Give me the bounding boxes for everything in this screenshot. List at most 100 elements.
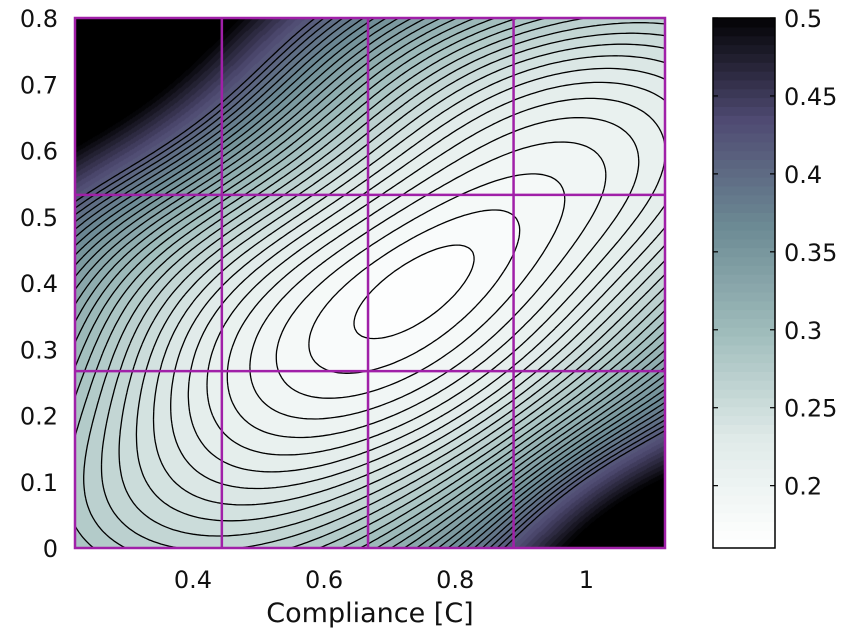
colorbar-step-7	[713, 486, 775, 496]
contour-line-12	[100, 22, 665, 548]
x-tick-label-3: 0.8	[436, 566, 474, 594]
colorbar-step-20	[713, 371, 775, 381]
contour-line-6	[206, 97, 665, 456]
x-tick-label-2: 0.6	[305, 566, 343, 594]
colorbar-step-34	[713, 247, 775, 258]
colorbar-step-33	[713, 256, 775, 266]
colorbar-step-26	[713, 318, 775, 328]
colorbar-step-16	[713, 406, 775, 417]
colorbar-step-37	[713, 221, 775, 231]
y-tick-label-9: 0.8	[20, 5, 58, 33]
y-tick-label-8: 0.7	[20, 71, 58, 99]
colorbar-step-3	[713, 521, 775, 531]
colorbar-step-51	[713, 97, 775, 107]
contour-line-1	[353, 244, 475, 340]
colorbar-step-19	[713, 380, 775, 390]
colorbar-step-9	[713, 468, 775, 478]
colorbar-tick-label-5: 0.4	[784, 161, 822, 189]
colorbar-tick-label-3: 0.3	[784, 317, 822, 345]
colorbar-step-55	[713, 62, 775, 72]
y-tick-label-2: 0.1	[20, 469, 58, 497]
colorbar-step-58	[713, 35, 775, 46]
colorbar-step-10	[713, 459, 775, 470]
colorbar-step-22	[713, 353, 775, 364]
colorbar-step-52	[713, 88, 775, 99]
y-tick-label-5: 0.4	[20, 270, 58, 298]
colorbar-step-56	[713, 53, 775, 63]
colorbar-step-53	[713, 79, 775, 90]
contour-line-24	[75, 18, 665, 548]
colorbar-step-42	[713, 177, 775, 187]
colorbar-step-38	[713, 212, 775, 222]
colorbar-step-24	[713, 336, 775, 346]
colorbar-step-25	[713, 327, 775, 337]
colorbar-step-14	[713, 424, 775, 434]
x-tick-label-4: 1	[579, 566, 594, 594]
contour-line-14	[75, 18, 665, 548]
colorbar: 0.2 0.25 0.3 0.35 0.4 0.45 0.5	[712, 5, 837, 549]
colorbar-step-48	[713, 124, 775, 134]
colorbar-step-17	[713, 397, 775, 408]
colorbar-tick-label-2: 0.25	[784, 395, 837, 423]
colorbar-step-27	[713, 309, 775, 319]
x-axis-title: Compliance [C]	[266, 598, 473, 629]
colorbar-step-12	[713, 442, 775, 452]
colorbar-step-13	[713, 433, 775, 443]
colorbar-step-54	[713, 71, 775, 81]
contour-line-10	[135, 43, 665, 522]
colorbar-tick-label-1: 0.2	[784, 473, 822, 501]
contour-line-8	[170, 67, 665, 490]
colorbar-step-23	[713, 344, 775, 355]
contour-line-29	[75, 18, 665, 548]
colorbar-step-45	[713, 150, 775, 160]
colorbar-step-47	[713, 132, 775, 143]
y-tick-label-3: 0.2	[20, 403, 58, 431]
plot-area	[75, 18, 665, 548]
contour-line-30	[75, 18, 665, 548]
colorbar-step-28	[713, 300, 775, 311]
axes: 0.4 0.6 0.8 1 0 0.1 0.2 0.3 0.4 0.5 0.6 0.7 0.8	[20, 5, 594, 594]
colorbar-step-29	[713, 291, 775, 302]
colorbar-step-8	[713, 477, 775, 487]
colorbar-step-18	[713, 389, 775, 399]
colorbar-step-40	[713, 194, 775, 205]
colorbar-step-11	[713, 450, 775, 461]
colorbar-step-60	[713, 18, 775, 28]
y-tick-label-7: 0.6	[20, 138, 58, 166]
colorbar-tick-label-6: 0.45	[784, 83, 837, 111]
colorbar-step-49	[713, 115, 775, 125]
colorbar-tick-label-7: 0.5	[784, 5, 822, 33]
contour-line-5	[226, 116, 640, 439]
colorbar-step-2	[713, 530, 775, 540]
colorbar-step-4	[713, 512, 775, 523]
colorbar-step-5	[713, 503, 775, 514]
contour-fill	[75, 18, 665, 548]
colorbar-step-35	[713, 238, 775, 249]
grid-border	[73, 16, 667, 550]
y-tick-label-1: 0	[43, 535, 58, 563]
contour-line-9	[152, 55, 665, 506]
colorbar-step-41	[713, 185, 775, 196]
x-tick-label-1: 0.4	[174, 566, 212, 594]
colorbar-step-46	[713, 141, 775, 152]
colorbar-step-31	[713, 274, 775, 284]
colorbar-step-30	[713, 283, 775, 293]
colorbar-step-44	[713, 159, 775, 169]
colorbar-step-39	[713, 203, 775, 213]
colorbar-step-50	[713, 106, 775, 116]
colorbar-border	[712, 17, 776, 549]
y-tick-label-6: 0.5	[20, 204, 58, 232]
colorbar-step-15	[713, 415, 775, 425]
colorbar-step-21	[713, 362, 775, 372]
colorbar-step-1	[713, 539, 775, 549]
colorbar-step-32	[713, 265, 775, 275]
colorbar-step-36	[713, 230, 775, 240]
colorbar-step-59	[713, 26, 775, 37]
grid-lines	[73, 16, 667, 550]
colorbar-step-6	[713, 495, 775, 505]
colorbar-step-57	[713, 44, 775, 54]
contour-line-3	[275, 173, 566, 399]
colorbar-step-43	[713, 168, 775, 178]
colorbar-tick-label-4: 0.35	[784, 239, 837, 267]
